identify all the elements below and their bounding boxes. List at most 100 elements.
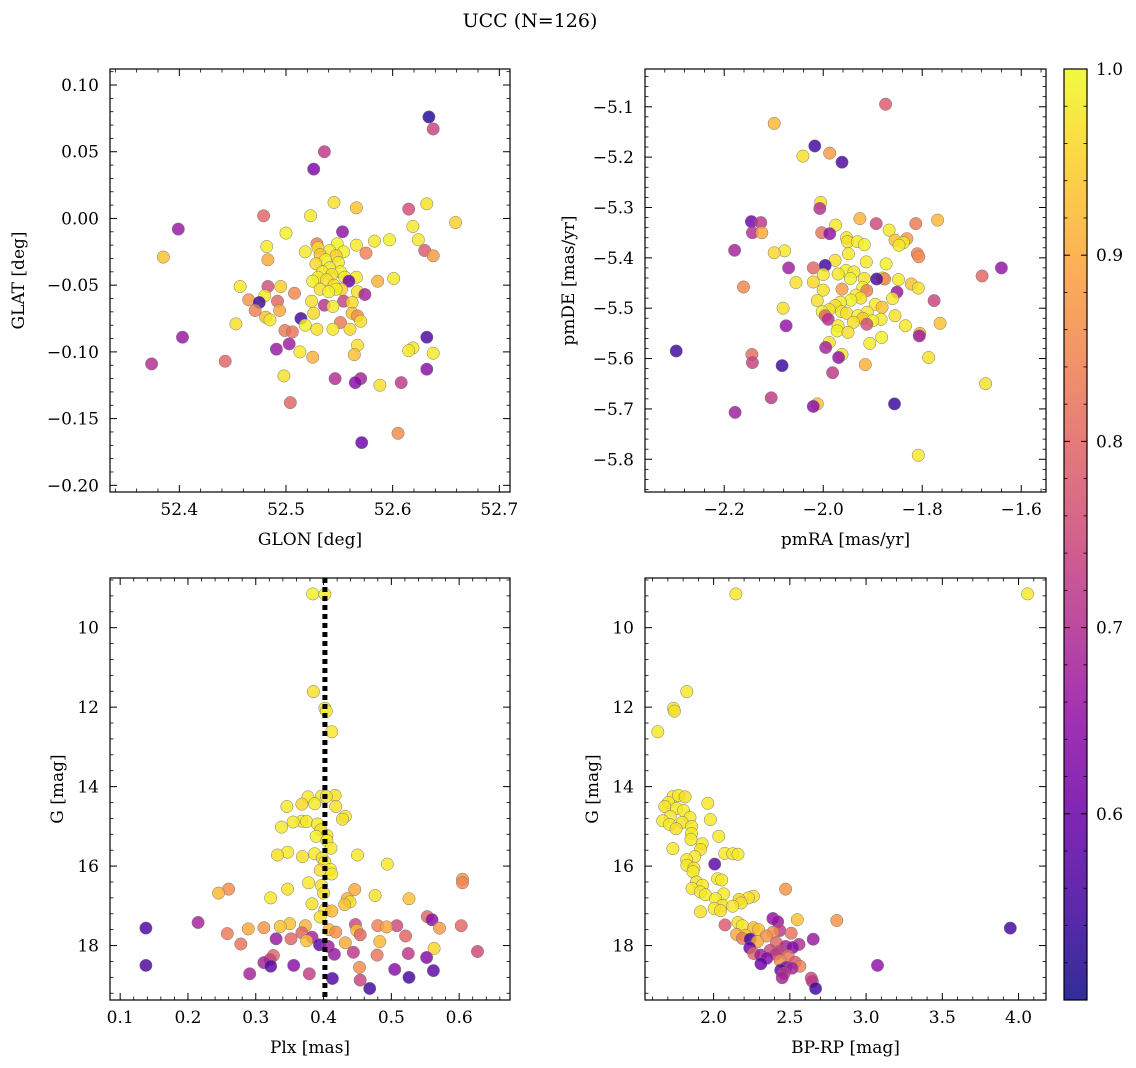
scatter-point	[927, 294, 941, 308]
scatter-point	[912, 250, 926, 264]
x-tick-label: 52.7	[480, 500, 518, 520]
scatter-point	[779, 319, 793, 333]
tick-marks	[110, 578, 510, 1000]
scatter-point	[263, 313, 277, 327]
scatter-point	[806, 261, 820, 275]
scatter-point	[678, 790, 692, 804]
x-axis-label: pmRA [mas/yr]	[781, 530, 910, 550]
scatter-point	[909, 217, 923, 231]
scatter-point	[1003, 921, 1017, 935]
scatter-point	[449, 216, 463, 229]
scatter-point	[853, 212, 867, 226]
axes-frame	[644, 577, 1047, 1001]
scatter-point	[806, 932, 820, 946]
scatter-point	[782, 261, 796, 275]
scatter-point	[353, 960, 366, 974]
x-axis-label: Plx [mas]	[270, 1038, 350, 1058]
scatter-point	[745, 356, 759, 370]
scatter-point	[764, 391, 778, 405]
scatter-point	[411, 233, 425, 247]
scatter-point	[326, 322, 340, 336]
scatter-points	[145, 110, 463, 450]
scatter-point	[145, 357, 159, 371]
scatter-point	[277, 369, 291, 383]
scatter-point	[317, 145, 331, 159]
scatter-point	[806, 275, 820, 289]
scatter-point	[830, 324, 844, 338]
scatter-point	[380, 920, 394, 934]
x-tick-label: 4.0	[1005, 1008, 1032, 1028]
scatter-point	[304, 209, 317, 223]
scatter-point	[327, 195, 341, 209]
scatter-point	[680, 685, 694, 699]
y-tick-label: 0.00	[61, 209, 99, 229]
y-axis-label: G [mag]	[583, 754, 603, 823]
scatter-point	[342, 274, 356, 288]
scatter-point	[359, 246, 373, 260]
scatter-point	[776, 301, 790, 315]
scatter-point	[806, 399, 820, 413]
scatter-point	[156, 250, 170, 264]
scatter-point	[212, 886, 225, 900]
colorbar-gradient	[1064, 69, 1087, 1000]
scatter-point	[264, 891, 278, 905]
scatter-point	[283, 396, 297, 410]
scatter-point	[279, 226, 293, 240]
scatter-point	[399, 929, 413, 943]
panel-plx: 0.1 0.2 0.3 0.4 0.5 0.6 10 12 14 16 18 Plx [mas] G […	[48, 577, 511, 1058]
scatter-point	[288, 286, 301, 300]
colorbar-tick-label: 0.9	[1096, 246, 1123, 266]
scatter-point	[273, 920, 287, 933]
axes-frame	[644, 68, 1047, 493]
scatter-point	[370, 948, 384, 962]
colorbar-tick-label: 0.6	[1096, 805, 1123, 825]
tick-marks	[645, 578, 1046, 1000]
x-tick-label: 0.5	[378, 1008, 405, 1028]
scatter-point	[406, 220, 420, 233]
scatter-point	[284, 932, 298, 946]
colorbar-tick-label: 0.8	[1096, 432, 1123, 452]
scatter-point	[355, 436, 369, 450]
scatter-point	[353, 973, 367, 987]
scatter-point	[835, 155, 849, 169]
scatter-point	[420, 951, 434, 964]
scatter-point	[871, 958, 884, 972]
scatter-point	[425, 913, 439, 927]
scatter-point	[298, 318, 312, 332]
scatter-point	[269, 342, 283, 356]
scatter-point	[349, 238, 363, 252]
scatter-point	[310, 322, 324, 336]
scatter-point	[349, 201, 363, 215]
scatter-point	[841, 325, 855, 339]
colorbar-frame	[1063, 68, 1088, 1001]
scatter-point	[241, 922, 255, 936]
x-tick-label: 0.4	[310, 1008, 337, 1028]
scatter-points	[651, 587, 1035, 995]
scatter-point	[669, 822, 683, 836]
tick-marks	[110, 69, 510, 492]
x-tick-label: 0.2	[174, 1008, 201, 1028]
scatter-point	[1021, 587, 1035, 601]
scatter-point	[809, 982, 823, 995]
scatter-point	[754, 957, 768, 971]
scatter-point	[233, 280, 247, 293]
panel-pm: −2.2 −2.0 −1.8 −1.6 −5.1 −5.2 −5.3 −5.4 −5.5 −5.6…	[559, 68, 1047, 550]
scatter-point	[329, 925, 343, 939]
scatter-point	[300, 934, 314, 948]
y-tick-label: −5.5	[593, 299, 634, 319]
scatter-point	[308, 797, 322, 811]
y-axis-label: G [mag]	[48, 754, 68, 823]
scatter-point	[422, 110, 436, 124]
scatter-point	[139, 958, 153, 972]
scatter-point	[368, 889, 382, 902]
scatter-point	[307, 306, 321, 320]
scatter-point	[287, 958, 301, 972]
y-tick-label: −0.15	[47, 410, 99, 430]
scatter-point	[306, 685, 320, 699]
y-axis-label: GLAT [deg]	[9, 231, 29, 329]
scatter-point	[347, 348, 361, 362]
scatter-point	[242, 293, 256, 307]
scatter-point	[248, 304, 262, 317]
scatter-point	[728, 405, 742, 419]
scatter-point	[402, 344, 416, 358]
